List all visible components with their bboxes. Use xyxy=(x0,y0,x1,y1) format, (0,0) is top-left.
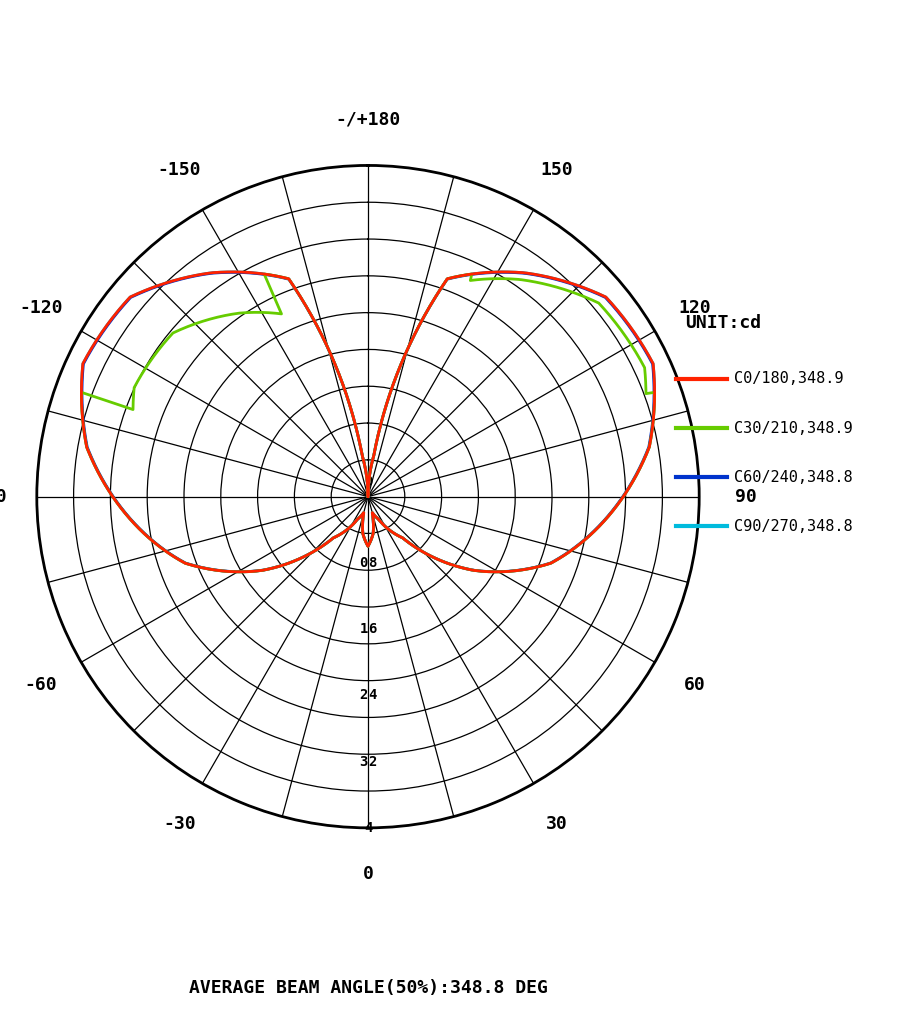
Text: 8: 8 xyxy=(368,556,376,570)
Text: -150: -150 xyxy=(157,161,200,178)
Text: 4: 4 xyxy=(368,688,376,702)
Text: 0: 0 xyxy=(362,865,373,884)
Text: 6: 6 xyxy=(368,623,376,636)
Text: C30/210,348.9: C30/210,348.9 xyxy=(733,421,852,435)
Text: UNIT:cd: UNIT:cd xyxy=(685,313,761,332)
Text: -90: -90 xyxy=(0,487,6,506)
Text: 2: 2 xyxy=(368,755,376,769)
Text: 60: 60 xyxy=(684,677,705,694)
Text: 2: 2 xyxy=(359,688,368,702)
Text: 120: 120 xyxy=(678,299,710,316)
Text: AVERAGE BEAM ANGLE(50%):348.8 DEG: AVERAGE BEAM ANGLE(50%):348.8 DEG xyxy=(188,979,547,997)
Text: 0: 0 xyxy=(359,556,368,570)
Text: 3: 3 xyxy=(359,755,368,769)
Text: -/+180: -/+180 xyxy=(335,110,400,128)
Text: C0/180,348.9: C0/180,348.9 xyxy=(733,372,843,386)
Text: 0: 0 xyxy=(363,475,372,488)
Text: -30: -30 xyxy=(163,815,196,833)
Text: -60: -60 xyxy=(25,677,57,694)
Text: 4: 4 xyxy=(363,821,372,835)
Text: -120: -120 xyxy=(19,299,62,316)
Text: 1: 1 xyxy=(359,623,368,636)
Text: C60/240,348.8: C60/240,348.8 xyxy=(733,470,852,484)
Text: 150: 150 xyxy=(539,161,573,178)
Text: 30: 30 xyxy=(545,815,567,833)
Text: C90/270,348.8: C90/270,348.8 xyxy=(733,519,852,534)
Text: 90: 90 xyxy=(734,487,755,506)
